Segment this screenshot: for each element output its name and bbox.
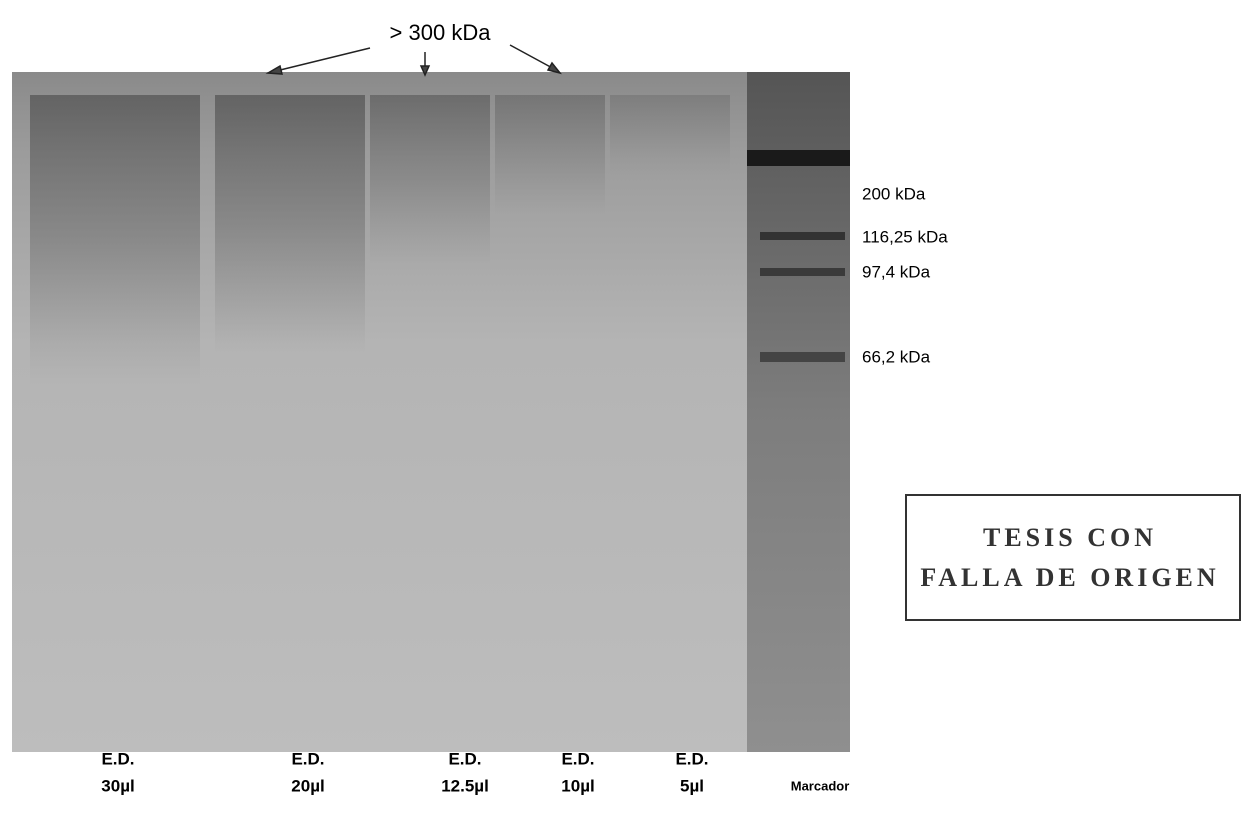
marker-label: 116,25 kDa [862, 227, 948, 246]
lane-smear [495, 95, 605, 215]
marker-lane [747, 72, 850, 752]
lane-label: E.D. [101, 749, 134, 768]
marker-band [760, 268, 845, 276]
lane-label: E.D. [561, 749, 594, 768]
lane-label: 10µl [561, 776, 594, 795]
marker-band [760, 352, 845, 362]
marker-label: 200 kDa [862, 184, 926, 203]
title: > 300 kDa [390, 20, 492, 45]
lane-label: E.D. [675, 749, 708, 768]
marker-band [747, 150, 850, 166]
lane-smear [610, 95, 730, 175]
lane-smear [30, 95, 200, 385]
stamp-text: TESIS CON [983, 523, 1157, 552]
stamp-text: FALLA DE ORIGEN [920, 563, 1219, 592]
lane-label: 20µl [291, 776, 324, 795]
stamp-box [905, 494, 1241, 621]
lane-label: 5µl [680, 776, 704, 795]
lane-label: 30µl [101, 776, 134, 795]
lane-smear [370, 95, 490, 265]
lane-smear [215, 95, 365, 355]
arrows [265, 44, 562, 77]
marker-lane-label: Marcador [791, 778, 850, 793]
marker-label: 66,2 kDa [862, 347, 931, 366]
lane-label: E.D. [448, 749, 481, 768]
lane-label: 12.5µl [441, 776, 489, 795]
lane-label: E.D. [291, 749, 324, 768]
marker-band [760, 232, 845, 240]
marker-label: 97,4 kDa [862, 262, 931, 281]
